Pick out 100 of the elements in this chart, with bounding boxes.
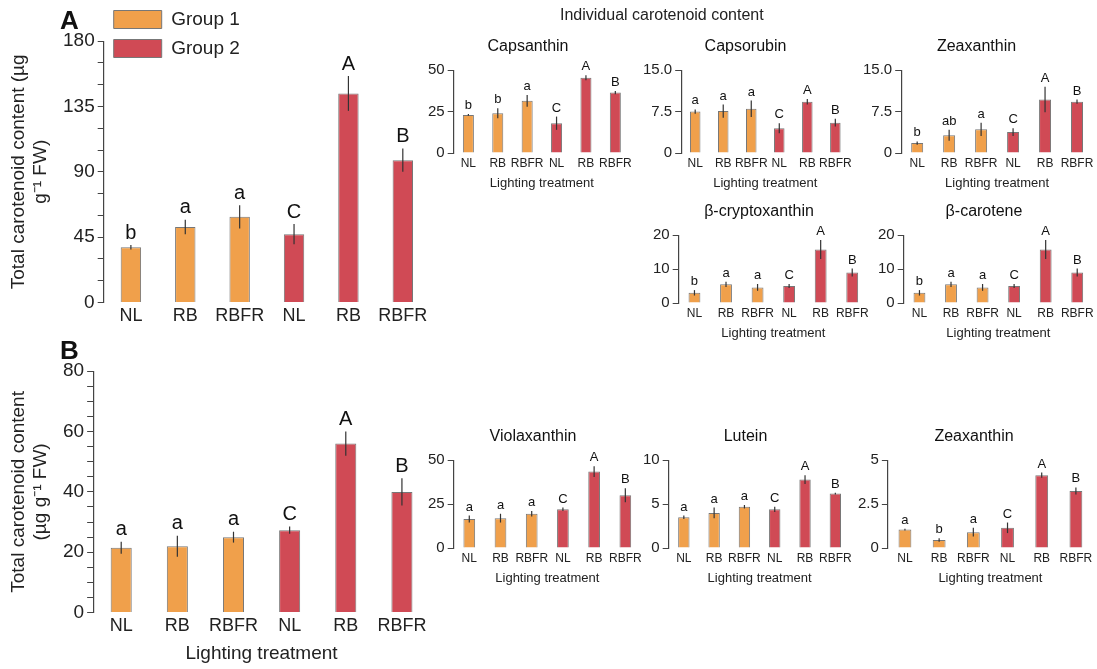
x-tick-label: NL bbox=[909, 155, 926, 170]
y-tick-label: 15.0 bbox=[642, 60, 673, 78]
x-tick-label: NL bbox=[686, 305, 703, 320]
data-label: b bbox=[125, 220, 137, 243]
y-tick-label: 135 bbox=[63, 94, 95, 116]
x-tick-label: NL bbox=[461, 550, 478, 565]
y-tick-label: 0 bbox=[661, 293, 670, 311]
data-label: a bbox=[528, 494, 537, 510]
x-tick-label: RB bbox=[796, 550, 814, 565]
data-label: a bbox=[947, 264, 956, 280]
x-axis-title: Lighting treatment bbox=[721, 324, 826, 340]
data-label: B bbox=[395, 453, 409, 476]
x-axis-title: Lighting treatment bbox=[945, 174, 1050, 190]
legend-label: Group 2 bbox=[171, 36, 240, 58]
x-tick-label: RBFR bbox=[819, 155, 852, 170]
data-label: A bbox=[1040, 69, 1050, 85]
y-tick-label: 25 bbox=[428, 101, 445, 119]
y-tick-label: 0 bbox=[436, 538, 445, 556]
x-tick-label: RBFR bbox=[1060, 305, 1094, 320]
data-label: C bbox=[282, 502, 297, 525]
data-label: a bbox=[753, 267, 762, 283]
x-axis-title: Lighting treatment bbox=[185, 641, 339, 663]
x-tick-label: RBFR bbox=[728, 550, 762, 565]
data-label: a bbox=[719, 87, 728, 103]
y-tick-label: 20 bbox=[62, 540, 85, 562]
data-label: C bbox=[558, 490, 568, 506]
data-label: b bbox=[494, 91, 502, 107]
data-label: A bbox=[802, 81, 812, 97]
y-tick-label: 60 bbox=[62, 419, 85, 441]
y-tick-label: 2.5 bbox=[857, 494, 879, 512]
data-label: B bbox=[611, 73, 620, 89]
data-label: B bbox=[831, 475, 840, 491]
y-tick-label: 0 bbox=[886, 293, 895, 311]
data-label: a bbox=[496, 496, 505, 512]
x-tick-label: NL bbox=[897, 550, 913, 565]
x-tick-label: RBFR bbox=[734, 155, 768, 170]
x-tick-label: RB bbox=[714, 155, 732, 170]
y-axis-title: Total carotenoid content (µg g⁻¹ FW) bbox=[7, 54, 51, 290]
x-tick-label: RB bbox=[585, 550, 603, 565]
data-label: a bbox=[465, 498, 474, 514]
x-tick-label: RBFR bbox=[835, 305, 869, 320]
y-tick-label: 10 bbox=[643, 450, 660, 468]
data-label: C bbox=[1008, 111, 1018, 127]
chart-title: Violaxanthin bbox=[489, 427, 577, 445]
x-tick-label: RBFR bbox=[609, 550, 642, 565]
x-tick-label: RB bbox=[489, 155, 507, 170]
x-tick-label: NL bbox=[119, 305, 143, 326]
data-label: b bbox=[464, 97, 472, 113]
y-tick-label: 50 bbox=[428, 60, 445, 78]
x-tick-label: RBFR bbox=[377, 615, 427, 636]
chart-title: Zeaxanthin bbox=[936, 37, 1017, 55]
y-tick-label: 0 bbox=[663, 143, 673, 161]
x-tick-label: RBFR bbox=[208, 615, 258, 636]
x-tick-label: NL bbox=[1006, 305, 1023, 320]
y-tick-label: 180 bbox=[63, 29, 95, 51]
x-tick-label: RB bbox=[172, 305, 198, 326]
x-tick-label: NL bbox=[1005, 155, 1022, 170]
x-tick-label: RBFR bbox=[1060, 155, 1094, 170]
x-tick-label: RB bbox=[333, 615, 359, 636]
x-axis-title: Lighting treatment bbox=[938, 569, 1043, 585]
x-tick-label: RB bbox=[1033, 550, 1051, 565]
x-tick-label: RBFR bbox=[510, 155, 544, 170]
data-label: a bbox=[115, 517, 128, 540]
x-tick-label: RBFR bbox=[515, 550, 549, 565]
y-tick-label: 0 bbox=[73, 600, 85, 622]
data-label: a bbox=[691, 92, 700, 108]
data-label: B bbox=[621, 471, 630, 487]
data-label: C bbox=[770, 489, 780, 505]
data-label: B bbox=[396, 124, 410, 147]
x-tick-label: RBFR bbox=[1059, 550, 1093, 565]
data-label: B bbox=[831, 101, 840, 117]
data-label: a bbox=[179, 195, 192, 218]
y-tick-label: 50 bbox=[428, 450, 445, 468]
data-label: b bbox=[690, 273, 699, 289]
chart-title: β-carotene bbox=[945, 202, 1023, 220]
data-label: B bbox=[847, 251, 857, 267]
x-tick-label: NL bbox=[676, 550, 692, 565]
x-axis-title: Lighting treatment bbox=[946, 324, 1051, 340]
x-tick-label: NL bbox=[555, 550, 571, 565]
data-label: A bbox=[589, 449, 599, 465]
x-tick-label: NL bbox=[278, 615, 302, 636]
y-tick-label: 45 bbox=[73, 225, 95, 247]
text: Individual carotenoid content bbox=[560, 6, 764, 24]
x-tick-label: NL bbox=[282, 305, 306, 326]
x-tick-label: NL bbox=[767, 550, 783, 565]
x-tick-label: RB bbox=[492, 550, 509, 565]
y-tick-label: 90 bbox=[73, 160, 95, 182]
data-label: A bbox=[341, 51, 356, 74]
legend-label: Group 1 bbox=[171, 7, 240, 29]
y-tick-label: 0 bbox=[436, 143, 445, 161]
x-tick-label: RB bbox=[705, 550, 723, 565]
x-tick-label: RB bbox=[717, 305, 735, 320]
y-tick-label: 40 bbox=[62, 480, 85, 502]
chart-title: Zeaxanthin bbox=[934, 427, 1014, 445]
data-label: a bbox=[977, 105, 986, 121]
data-label: C bbox=[286, 199, 302, 222]
chart-title: β-cryptoxanthin bbox=[704, 202, 814, 220]
data-label: a bbox=[710, 490, 719, 506]
data-label: A bbox=[1037, 455, 1047, 471]
data-label: a bbox=[722, 264, 731, 280]
